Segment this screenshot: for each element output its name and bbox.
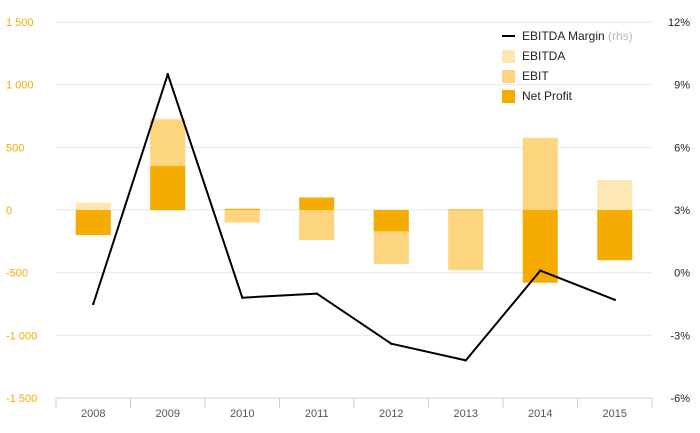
y-left-tick-label: 500	[6, 142, 24, 154]
point-ebitda-margin	[166, 73, 169, 76]
bar-ebitda	[75, 202, 111, 210]
legend-label-suffix: (rhs)	[605, 29, 633, 43]
legend-label: EBITDA	[522, 49, 565, 63]
legend: EBITDA Margin (rhs) EBITDA EBIT Net Profit	[502, 29, 633, 103]
x-tick-label: 2009	[156, 408, 180, 420]
x-tick-label: 2012	[379, 408, 403, 420]
legend-swatch	[502, 70, 515, 83]
point-ebitda-margin	[539, 269, 542, 272]
point-ebitda-margin	[613, 298, 616, 302]
y-right-tick-label: -3%	[670, 330, 690, 342]
x-tick-label: 2014	[528, 408, 552, 420]
point-ebitda-margin	[464, 359, 467, 362]
bar-ebit	[299, 210, 335, 241]
legend-swatch	[502, 90, 515, 103]
y-left-tick-label: -1 000	[6, 330, 37, 342]
bar-net-profit	[597, 210, 633, 261]
legend-label: EBITDA Margin (rhs)	[522, 29, 633, 43]
bar-net-profit	[75, 210, 111, 236]
bar-ebit	[224, 210, 260, 223]
x-tick-label: 2010	[230, 408, 254, 420]
y-left-tick-label: 1 000	[6, 80, 34, 92]
point-ebitda-margin	[315, 292, 318, 295]
point-ebitda-margin	[241, 296, 244, 299]
x-tick-label: 2015	[603, 408, 627, 420]
bar-net-profit	[373, 210, 409, 232]
bar-ebitda	[597, 179, 633, 210]
y-right-tick-label: 9%	[674, 80, 690, 92]
bar-net-profit	[150, 166, 186, 210]
y-right-tick-label: -6%	[670, 393, 690, 405]
y-right-tick-label: 6%	[674, 142, 690, 154]
y-left-tick-label: -1 500	[6, 393, 37, 405]
legend-label: Net Profit	[522, 89, 573, 103]
bar-net-profit	[448, 209, 484, 211]
point-ebitda-margin	[92, 302, 95, 306]
x-tick-label: 2013	[454, 408, 478, 420]
y-right-tick-label: 3%	[674, 205, 690, 217]
y-left-tick-label: -500	[6, 268, 28, 280]
bar-ebit	[448, 210, 484, 271]
y-left-tick-label: 1 500	[6, 17, 34, 29]
x-tick-label: 2011	[305, 408, 329, 420]
line-ebitda-margin	[92, 73, 616, 362]
point-ebitda-margin	[390, 342, 393, 345]
y-right-tick-label: 0%	[674, 268, 690, 280]
legend-label: EBIT	[522, 69, 549, 83]
legend-swatch	[502, 50, 515, 63]
bar-net-profit	[224, 208, 260, 210]
x-tick-label: 2008	[81, 408, 105, 420]
y-right-tick-label: 12%	[668, 17, 690, 29]
bar-net-profit	[299, 197, 335, 210]
y-left-tick-label: 0	[6, 205, 12, 217]
bar-ebit	[522, 138, 558, 210]
